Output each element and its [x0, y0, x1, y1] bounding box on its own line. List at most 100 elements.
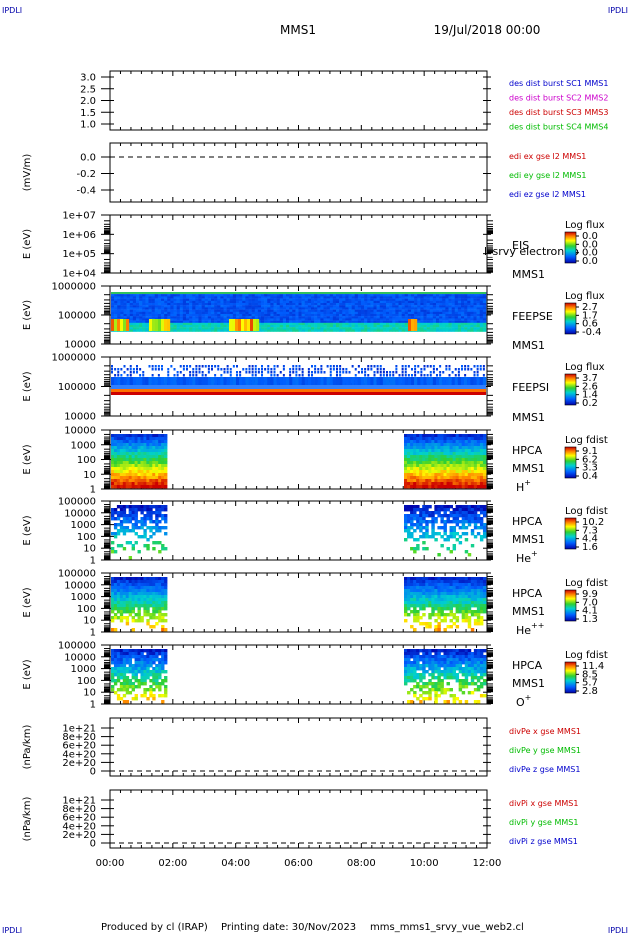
- spectrogram-cell: [461, 320, 465, 323]
- spectrogram-cell: [192, 371, 195, 374]
- spectrogram-cell: [422, 452, 426, 456]
- spectrogram-cell: [329, 303, 334, 306]
- spectrogram-cell: [134, 479, 138, 483]
- spectrogram-cell: [323, 307, 327, 310]
- spectrogram-cell: [449, 485, 453, 489]
- spectrogram-cell: [464, 377, 468, 385]
- spectrogram-cell: [473, 307, 477, 310]
- spectrogram-cell: [364, 374, 367, 377]
- spectrogram-cell: [128, 541, 133, 545]
- spectrogram-cell: [186, 327, 190, 330]
- spectrogram-cell: [128, 482, 133, 486]
- spectrogram-cell: [451, 318, 456, 321]
- spectrogram-cell: [386, 318, 390, 321]
- spectrogram-cell: [432, 309, 437, 312]
- spectrogram-cell: [239, 309, 243, 312]
- spectrogram-cell: [354, 374, 357, 377]
- spectrogram-cell: [342, 368, 345, 371]
- spectrogram-cell: [186, 365, 188, 368]
- spectrogram-cell: [198, 294, 202, 297]
- spectrogram-cell: [137, 485, 141, 489]
- spectrogram-cell: [411, 307, 415, 310]
- spectrogram-cell: [143, 520, 147, 524]
- spectrogram-cell: [317, 307, 321, 310]
- spectrogram-cell: [289, 300, 293, 304]
- spectrogram-cell: [111, 311, 115, 315]
- spectrogram-cell: [192, 311, 196, 315]
- spectrogram-cell: [314, 303, 318, 306]
- spectrogram-cell: [429, 296, 434, 299]
- spectrogram-cell: [452, 446, 457, 450]
- spectrogram-cell: [304, 296, 309, 299]
- spectrogram-cell: [354, 368, 357, 371]
- spectrogram-cell: [417, 316, 421, 319]
- spectrogram-cell: [458, 479, 463, 483]
- spectrogram-cell: [413, 458, 417, 462]
- spectrogram-cell: [146, 473, 150, 477]
- spectrogram-cell: [326, 305, 331, 308]
- spectrogram-cell: [122, 511, 127, 515]
- spectrogram-cell: [467, 320, 471, 323]
- spectrogram-cell: [217, 368, 220, 371]
- spectrogram-cell: [304, 320, 309, 323]
- spectrogram-cell: [137, 440, 141, 444]
- spectrogram-cell: [139, 320, 143, 323]
- spectrogram-cell: [357, 365, 360, 368]
- spectrogram-cell: [434, 467, 438, 471]
- spectrogram-cell: [198, 318, 202, 321]
- spectrogram-cell: [207, 314, 212, 317]
- spectrogram-cell: [176, 316, 181, 319]
- spectrogram-cell: [304, 322, 309, 326]
- spectrogram-cell: [420, 309, 424, 312]
- spectrogram-cell: [407, 470, 411, 474]
- spectrogram-cell: [339, 365, 342, 368]
- spectrogram-cell: [445, 377, 449, 385]
- spectrogram-cell: [432, 318, 437, 321]
- spectrogram-cell: [458, 508, 463, 512]
- spectrogram-cell: [152, 437, 156, 441]
- spectrogram-cell: [437, 476, 441, 480]
- spectrogram-cell: [416, 482, 420, 486]
- spectrogram-cell: [148, 303, 152, 306]
- spectrogram-cell: [311, 325, 315, 328]
- spectrogram-cell: [386, 311, 390, 315]
- spectrogram-cell: [446, 470, 450, 474]
- spectrogram-cell: [461, 298, 465, 301]
- spectrogram-cell: [470, 327, 474, 330]
- spectrogram-cell: [119, 526, 124, 530]
- spectrogram-cell: [345, 305, 349, 308]
- spectrogram-cell: [154, 303, 159, 306]
- spectrogram-cell: [467, 298, 471, 301]
- spectrogram-cell: [164, 446, 168, 450]
- spectrogram-cell: [311, 307, 315, 310]
- spectrogram-cell: [295, 320, 299, 323]
- spectrogram-cell: [192, 374, 195, 377]
- spectrogram-cell: [482, 307, 487, 310]
- spectrogram-cell: [311, 300, 315, 304]
- spectrogram-cell: [134, 467, 138, 471]
- spectrogram-cell: [376, 365, 379, 368]
- spectrogram-cell: [439, 374, 442, 377]
- spectrogram-cell: [320, 307, 324, 310]
- spectrogram-cell: [458, 473, 463, 477]
- spectrogram-cell: [382, 309, 387, 312]
- spectrogram-cell: [149, 517, 153, 521]
- spectrogram-cell: [167, 296, 171, 299]
- spectrogram-cell: [482, 467, 487, 471]
- spectrogram-cell: [389, 329, 393, 332]
- spectrogram-cell: [446, 461, 450, 465]
- spectrogram-cell: [152, 446, 156, 450]
- spectrogram-cell: [276, 300, 281, 304]
- spectrogram-cell: [317, 296, 321, 299]
- spectrogram-cell: [449, 482, 453, 486]
- spectrogram-cell: [298, 309, 302, 312]
- spectrogram-cell: [176, 296, 181, 299]
- spectrogram-cell: [123, 314, 127, 317]
- colorbar-tick-label: 6.2: [582, 454, 598, 465]
- spectrogram-cell: [461, 329, 465, 332]
- spectrogram-cell: [211, 329, 215, 332]
- spectrogram-cell: [270, 329, 274, 332]
- spectrogram-cell: [134, 443, 138, 447]
- spectrogram-cell: [140, 449, 144, 453]
